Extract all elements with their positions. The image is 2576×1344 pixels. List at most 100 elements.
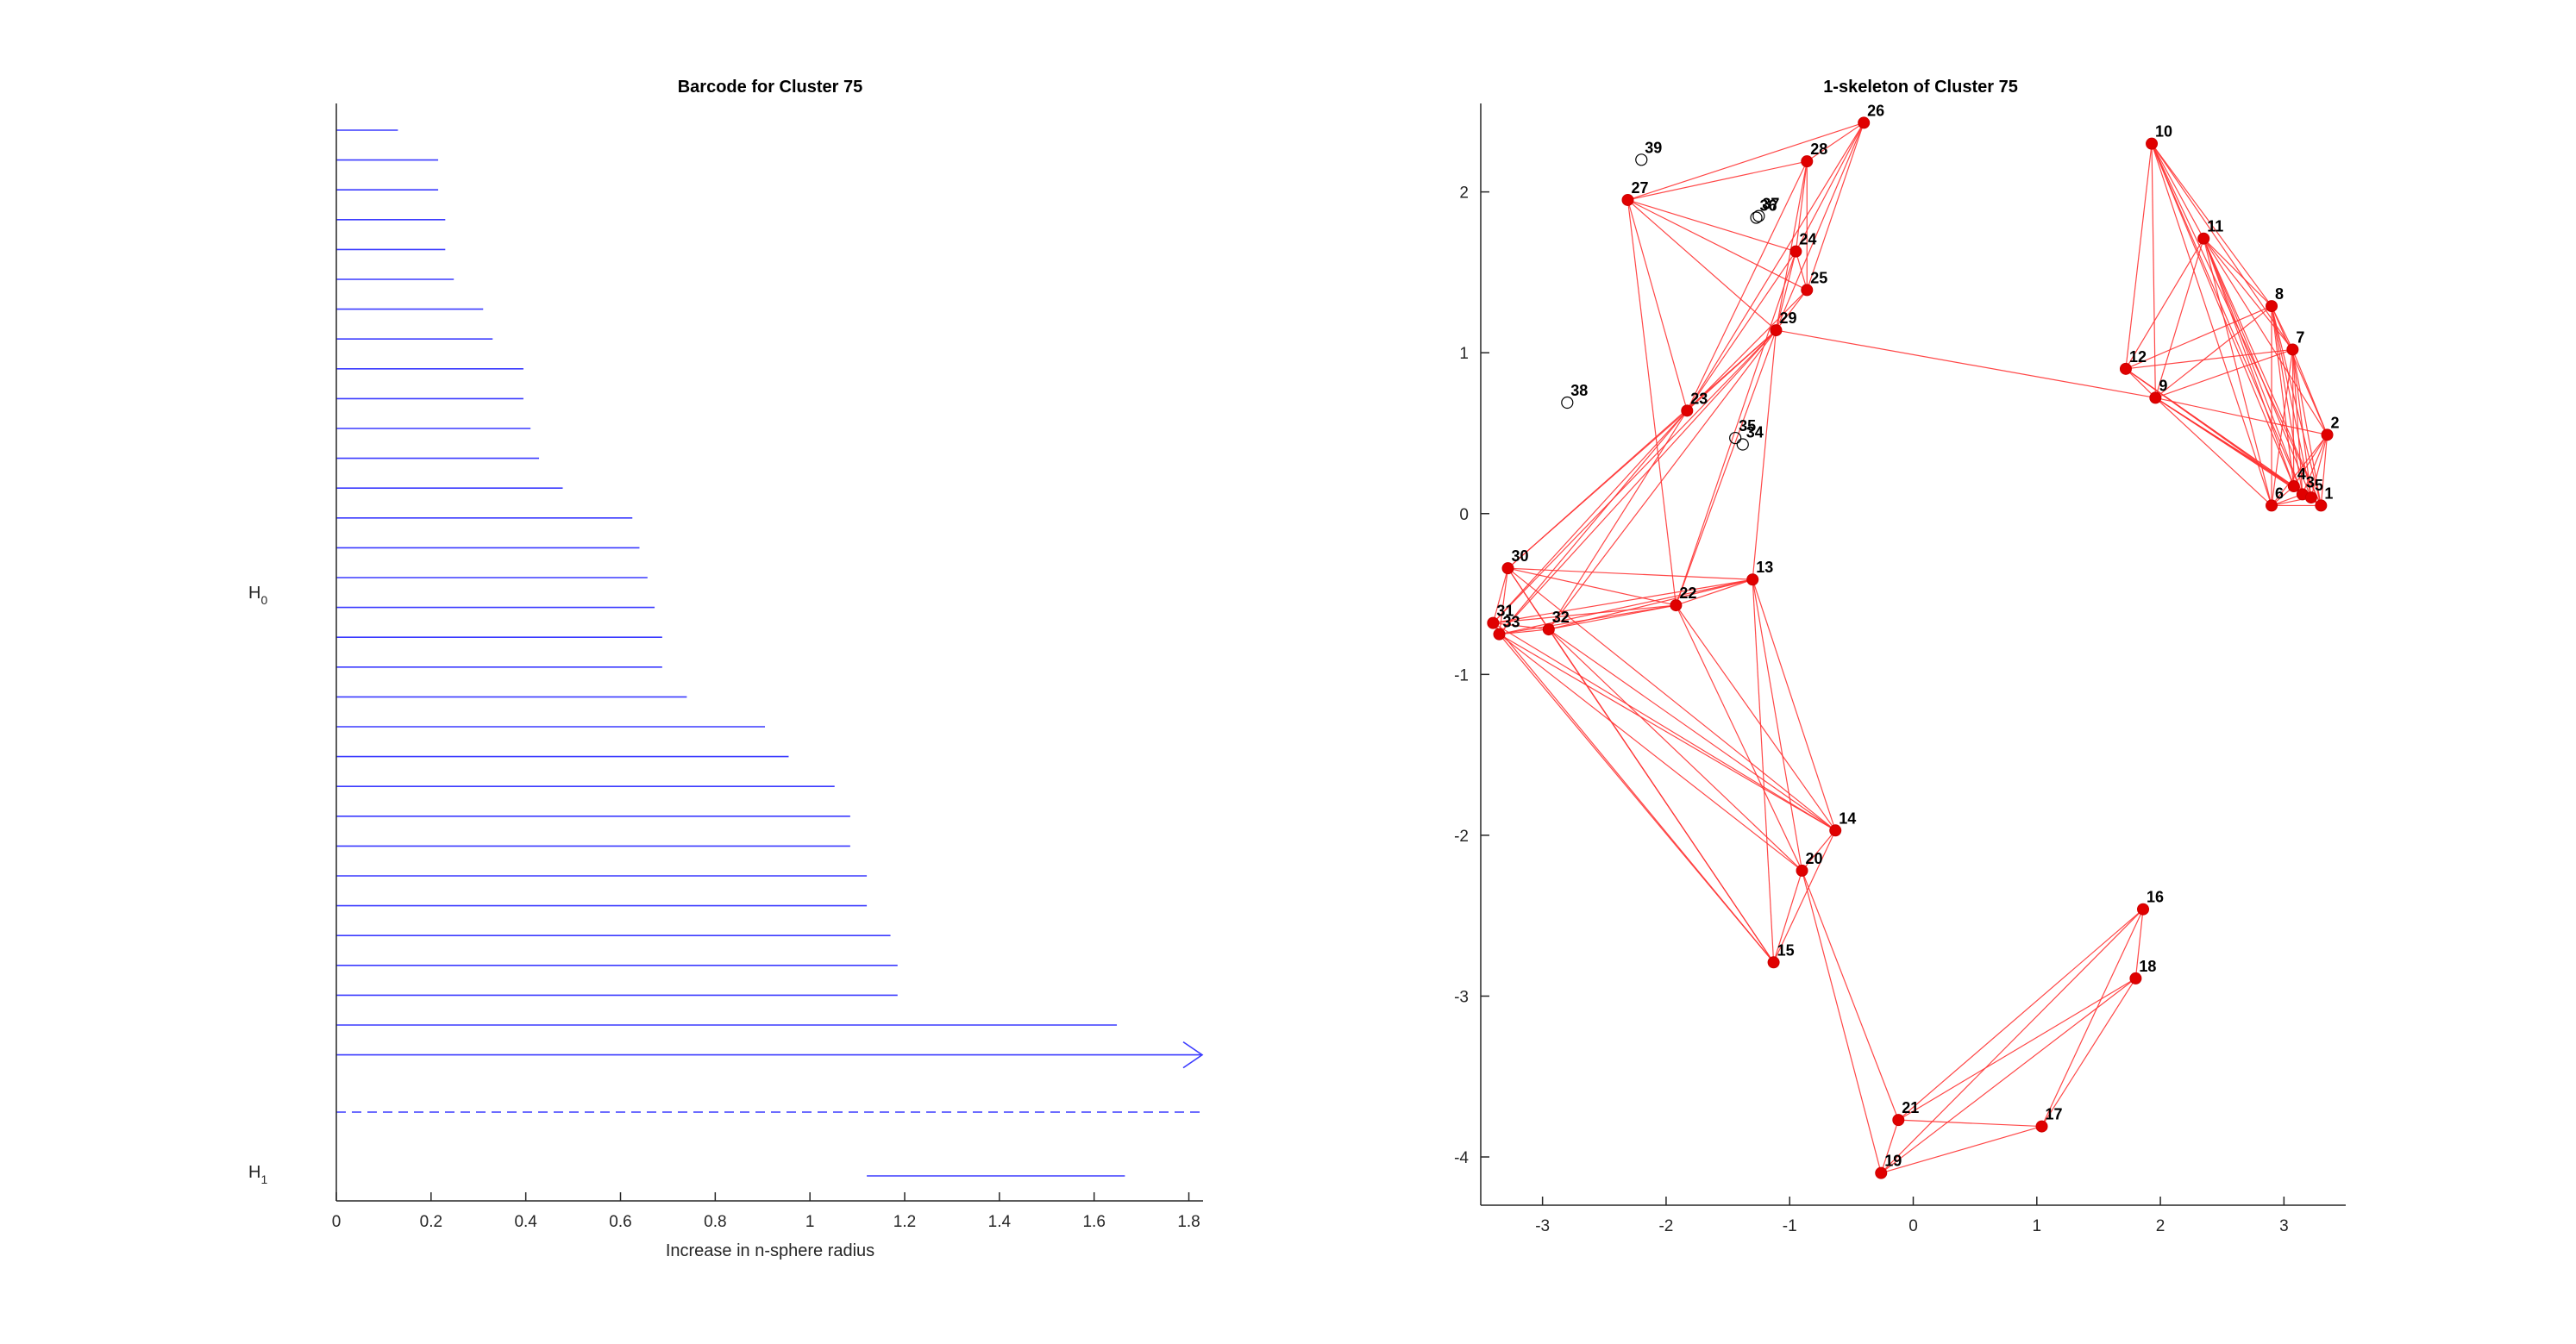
graph-node-label: 24 <box>1799 231 1816 248</box>
graph-edge <box>1775 251 1796 331</box>
graph-node <box>2321 428 2334 441</box>
graph-node <box>1621 193 1634 206</box>
graph-node <box>1789 245 1802 258</box>
graph-edge <box>2291 349 2322 506</box>
graph-edge <box>2203 238 2328 435</box>
graph-node <box>2129 972 2142 985</box>
skeleton-y-tick-label: 2 <box>1459 184 1469 203</box>
graph-node-isolated <box>1561 396 1574 409</box>
graph-edge <box>2203 238 2272 506</box>
graph-node-label: 28 <box>1810 141 1827 158</box>
graph-node <box>1487 616 1500 629</box>
graph-edge <box>1676 578 1753 606</box>
h0-label-sub: 0 <box>260 593 267 607</box>
graph-node-label: 19 <box>1884 1153 1902 1170</box>
graph-edge <box>2203 238 2293 350</box>
graph-node-label: 31 <box>1496 603 1514 620</box>
graph-edge <box>1626 199 1677 606</box>
graph-node <box>1796 864 1808 877</box>
graph-edge <box>1675 329 1777 606</box>
graph-edge <box>1880 978 2136 1174</box>
graph-edge <box>1897 978 2136 1121</box>
graph-edge <box>2155 397 2312 498</box>
skeleton-panel: 1-skeleton of Cluster 75 123456789101112… <box>1454 78 2346 1235</box>
graph-node <box>2146 137 2159 150</box>
graph-node <box>1875 1166 1888 1179</box>
graph-edge <box>1806 122 1865 162</box>
graph-edge <box>1499 409 1688 635</box>
graph-edge <box>2203 238 2295 487</box>
h0-label: H0 <box>248 584 267 607</box>
graph-edge <box>1686 160 1808 411</box>
graph-node <box>1493 628 1506 641</box>
graph-node-label: 32 <box>1552 609 1570 626</box>
graph-node <box>1829 824 1842 837</box>
graph-edge <box>1626 199 1688 411</box>
graph-edge <box>2271 305 2293 350</box>
graph-edge <box>1492 568 1509 623</box>
graph-node-isolated <box>1635 153 1648 166</box>
graph-edge <box>2203 238 2272 307</box>
barcode-bars <box>336 129 1204 1177</box>
graph-node-label: 13 <box>1756 559 1773 576</box>
graph-node-label: 25 <box>1810 269 1827 286</box>
h1-label: H1 <box>248 1163 267 1186</box>
barcode-x-axis-label: Increase in n-sphere radius <box>666 1241 874 1260</box>
graph-edge <box>1493 622 1549 630</box>
graph-edge <box>1627 160 1808 201</box>
graph-edge <box>1775 122 1865 331</box>
graph-node-label: 6 <box>2275 484 2284 502</box>
graph-edge <box>1752 330 1777 580</box>
graph-node-label: 26 <box>1867 102 1884 119</box>
graph-edge <box>2291 349 2295 487</box>
graph-node <box>2137 903 2150 916</box>
skeleton-title: 1-skeleton of Cluster 75 <box>1823 78 2018 97</box>
barcode-panel: Barcode for Cluster 75 0 0.2 0.4 0.6 0.8 1 1.2… <box>248 78 1204 1260</box>
graph-edge <box>2291 349 2312 498</box>
graph-edge <box>1493 622 1836 831</box>
graph-node-label: 16 <box>2147 889 2164 906</box>
graph-node-label: 2 <box>2331 414 2340 431</box>
graph-node <box>1801 284 1814 297</box>
graph-edge <box>2125 238 2204 370</box>
graph-node <box>2286 343 2299 356</box>
graph-edge <box>1627 122 1865 201</box>
skeleton-x-tick-label: 1 <box>2032 1217 2041 1235</box>
graph-edge <box>1675 251 1796 606</box>
barcode-x-tick-label: 1.6 <box>1082 1213 1105 1231</box>
graph-edge <box>1499 628 1549 635</box>
graph-node-label: 3 <box>2306 473 2315 491</box>
graph-edge <box>2302 434 2328 495</box>
graph-edge <box>1499 329 1777 635</box>
graph-edge <box>1675 604 1836 831</box>
graph-edge <box>2151 143 2272 307</box>
graph-node <box>1858 116 1871 129</box>
h0-bar-arrowhead <box>1182 1041 1204 1069</box>
graph-node-label: 9 <box>2159 377 2167 394</box>
graph-edge <box>2151 143 2303 495</box>
graph-edge <box>1686 122 1865 411</box>
barcode-x-tick-label: 0.6 <box>609 1213 631 1231</box>
graph-edge <box>2320 434 2328 506</box>
graph-edge <box>2154 397 2272 506</box>
skeleton-node-labels: 1234567891011121314151617181920212223242… <box>1496 102 2339 1169</box>
skeleton-x-tick-label: 3 <box>2279 1217 2289 1235</box>
graph-edge <box>1752 579 1775 963</box>
graph-node-label: 15 <box>1777 941 1795 959</box>
graph-edge <box>1499 634 1802 872</box>
graph-edge <box>2154 238 2204 398</box>
graph-node-label: 39 <box>1645 139 1662 156</box>
graph-edge <box>1806 122 1865 291</box>
graph-edge <box>1548 578 1753 630</box>
skeleton-x-tick-label: -3 <box>1535 1217 1550 1235</box>
graph-node <box>1681 404 1694 417</box>
barcode-x-tick-label: 1.4 <box>988 1213 1012 1231</box>
graph-node-label: 5 <box>2315 477 2323 494</box>
barcode-x-tick-label: 0.8 <box>704 1213 726 1231</box>
graph-node-label: 22 <box>1679 584 1696 602</box>
barcode-title: Barcode for Cluster 75 <box>678 78 863 97</box>
graph-edge <box>2151 143 2272 506</box>
graph-node-isolated <box>1736 438 1749 451</box>
graph-edge <box>1773 830 1836 963</box>
